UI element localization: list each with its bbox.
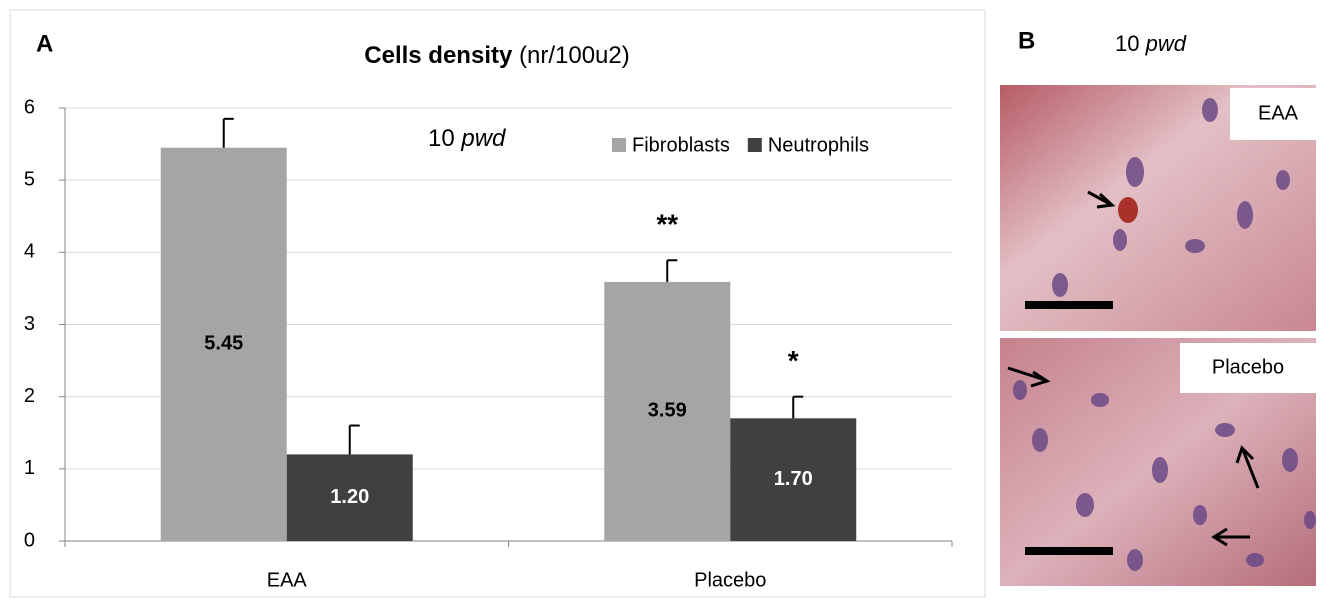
value-label: 1.70: [774, 468, 813, 490]
arrow-head: [1235, 445, 1255, 464]
legend-label: Fibroblasts: [632, 134, 730, 156]
bar: [730, 418, 857, 541]
arrow: [1087, 190, 1111, 206]
value-label: 1.20: [330, 486, 369, 508]
scale-bar: [1025, 547, 1113, 555]
significance: *: [788, 345, 799, 376]
chart-title: Cells density (nr/100u2): [364, 42, 629, 69]
y-tick-label: 6: [24, 96, 35, 118]
bar: [604, 281, 731, 541]
x-tick-label: EAA: [267, 569, 308, 591]
nuclei: [1013, 380, 1316, 571]
panel-b: B 10 pwd EAA Placebo: [1000, 27, 1316, 586]
annotation-number: 10: [428, 125, 455, 152]
y-tick-label: 0: [24, 529, 35, 551]
legend-swatch: [612, 138, 626, 152]
image-label: EAA: [1258, 102, 1299, 124]
annotation: 10 pwd: [428, 125, 506, 152]
panel-label: B: [1018, 27, 1035, 54]
y-tick-label: 2: [24, 385, 35, 407]
value-label: 5.45: [204, 333, 243, 355]
legend-swatch: [747, 138, 762, 152]
bar: [160, 147, 287, 542]
y-tick-label: 1: [24, 457, 35, 479]
title-unit: (nr/100u2): [519, 42, 630, 69]
arrow-head: [1096, 192, 1116, 209]
arrow: [1241, 449, 1260, 489]
panel-label: A: [36, 30, 53, 57]
image-label: Placebo: [1212, 356, 1284, 378]
annotation-unit: pwd: [460, 125, 506, 152]
label-box: [1180, 343, 1316, 393]
x-tick-label: Placebo: [694, 569, 766, 591]
panel-title: 10 pwd: [1115, 31, 1187, 56]
nuclei: [1052, 98, 1290, 297]
y-tick-label: 3: [24, 313, 35, 335]
arrow-head: [1211, 527, 1228, 547]
bar: [286, 454, 413, 541]
y-tick-label: 4: [24, 241, 35, 263]
title-number: 10: [1115, 31, 1139, 56]
title-unit: pwd: [1145, 31, 1187, 56]
label-box: [1230, 88, 1316, 140]
title-text: Cells density: [364, 42, 513, 69]
significance: **: [656, 209, 678, 240]
arrow-head: [1030, 370, 1051, 388]
legend-label: Neutrophils: [768, 134, 869, 156]
arrow: [1007, 366, 1046, 382]
value-label: 3.59: [648, 400, 687, 422]
y-tick-label: 5: [24, 168, 35, 190]
scale-bar: [1025, 301, 1113, 309]
cell: [1118, 197, 1138, 223]
